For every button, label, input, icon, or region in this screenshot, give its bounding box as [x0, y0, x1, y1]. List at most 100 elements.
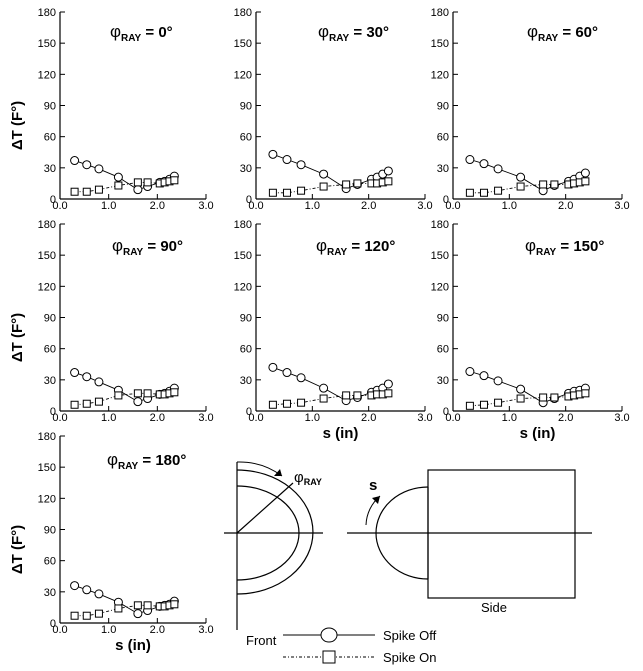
- x-tick-label: 2.0: [150, 200, 165, 212]
- spike-on-point: [268, 188, 277, 197]
- x-axis-label: s (in): [323, 425, 359, 442]
- y-tick-label: 120: [431, 281, 449, 293]
- x-axis-label: s (in): [115, 637, 151, 654]
- spike-off-point: [465, 155, 475, 165]
- y-tick-label: 150: [431, 38, 449, 50]
- spike-on-point: [384, 389, 393, 398]
- phi-arrow-icon: [274, 469, 282, 476]
- spike-on-point: [353, 179, 362, 188]
- spike-on-point: [539, 180, 548, 189]
- spike-on-point: [550, 393, 559, 402]
- y-tick-label: 150: [234, 250, 252, 262]
- x-tick-label: 1.0: [305, 412, 320, 424]
- y-axis-label: ΔT (F°): [9, 525, 26, 574]
- y-tick-label: 30: [44, 587, 56, 599]
- y-tick-label: 150: [38, 462, 56, 474]
- x-tick-label: 3.0: [614, 200, 629, 212]
- y-tick-label: 0: [50, 194, 56, 206]
- y-tick-label: 0: [246, 406, 252, 418]
- spike-off-point: [94, 589, 104, 599]
- spike-off-point: [383, 379, 393, 389]
- chart-grid: 0 30 60 90 120 150 180 0.0 1.0 2.0 3.0 φRAY = 0° ΔT …: [9, 7, 630, 654]
- spike-off-point: [70, 368, 80, 378]
- spike-on-point: [342, 391, 351, 400]
- s-arrow-icon: [372, 496, 380, 504]
- legend-square-marker: [322, 650, 336, 664]
- y-tick-label: 90: [437, 313, 449, 325]
- chart-title: φRAY = 180°: [107, 450, 186, 472]
- chart-panel-3: 0 30 60 90 120 150 180 0.0 1.0 2.0 3.0 φRAY = 90° ΔT…: [9, 219, 214, 424]
- chart-panel-4: 0 30 60 90 120 150 180 0.0 1.0 2.0 3.0 φRAY = 120° s…: [234, 219, 433, 442]
- y-tick-label: 0: [50, 406, 56, 418]
- spike-off-point: [70, 156, 80, 166]
- y-tick-label: 180: [38, 431, 56, 443]
- spike-on-point: [94, 185, 103, 194]
- x-tick-label: 2.0: [150, 412, 165, 424]
- spike-off-point: [282, 155, 292, 165]
- phi-ray-label: φRAY: [294, 469, 322, 487]
- y-tick-label: 0: [50, 618, 56, 630]
- x-tick-label: 1.0: [502, 412, 517, 424]
- spike-on-point: [319, 394, 328, 403]
- phi-ray-line: [236, 482, 294, 534]
- chart-title: φRAY = 30°: [318, 22, 389, 44]
- y-tick-label: 120: [38, 281, 56, 293]
- y-tick-label: 120: [38, 493, 56, 505]
- chart-title: φRAY = 120°: [316, 236, 395, 258]
- legend: Spike Off Spike On: [283, 627, 437, 665]
- spike-off-point: [268, 362, 278, 372]
- y-tick-label: 60: [240, 132, 252, 144]
- spike-on-point: [170, 388, 179, 397]
- spike-on-point: [353, 391, 362, 400]
- side-body-rect: [427, 469, 576, 599]
- x-tick-label: 0.0: [248, 200, 263, 212]
- y-tick-label: 120: [431, 69, 449, 81]
- chart-title: φRAY = 0°: [110, 22, 173, 44]
- spike-on-point: [494, 186, 503, 195]
- x-tick-label: 2.0: [361, 200, 376, 212]
- series-line-spike-on: [272, 180, 389, 194]
- x-tick-label: 3.0: [417, 200, 432, 212]
- spike-off-point: [94, 377, 104, 387]
- y-tick-label: 180: [234, 219, 252, 231]
- spike-on-point: [143, 601, 152, 610]
- spike-on-point: [114, 391, 123, 400]
- spike-on-point: [82, 187, 91, 196]
- legend-circle-marker: [320, 627, 338, 643]
- y-tick-label: 30: [44, 375, 56, 387]
- spike-off-point: [133, 397, 143, 407]
- phi-angle-arc: [236, 461, 283, 477]
- y-axis-label: ΔT (F°): [9, 313, 26, 362]
- x-tick-label: 3.0: [614, 412, 629, 424]
- spike-on-point: [479, 400, 488, 409]
- y-tick-label: 30: [240, 163, 252, 175]
- x-tick-label: 1.0: [101, 200, 116, 212]
- spike-on-point: [465, 401, 474, 410]
- spike-off-point: [516, 384, 526, 394]
- x-axis-label: s (in): [520, 425, 556, 442]
- x-tick-label: 0.0: [445, 412, 460, 424]
- chart-title: φRAY = 150°: [525, 236, 604, 258]
- y-tick-label: 60: [437, 132, 449, 144]
- y-tick-label: 120: [234, 69, 252, 81]
- spike-on-point: [133, 178, 142, 187]
- chart-panel-5: 0 30 60 90 120 150 180 0.0 1.0 2.0 3.0 φRAY = 150° s…: [431, 219, 630, 442]
- y-tick-label: 150: [431, 250, 449, 262]
- spike-on-point: [494, 398, 503, 407]
- spike-on-point: [319, 182, 328, 191]
- y-tick-label: 90: [44, 525, 56, 537]
- spike-on-point: [133, 601, 142, 610]
- chart-panel-2: 0 30 60 90 120 150 180 0.0 1.0 2.0 3.0 φRAY = 60°: [431, 7, 630, 212]
- series-line-spike-on: [469, 392, 586, 407]
- spike-off-point: [113, 172, 123, 182]
- x-tick-label: 3.0: [198, 200, 213, 212]
- chart-title: φRAY = 90°: [112, 236, 183, 258]
- spike-off-point: [479, 371, 489, 381]
- spike-off-point: [296, 373, 306, 383]
- y-tick-label: 120: [38, 69, 56, 81]
- spike-on-point: [342, 180, 351, 189]
- series-line-spike-on: [272, 392, 389, 406]
- side-hemisphere: [375, 486, 429, 580]
- front-inner-arc: [236, 485, 300, 581]
